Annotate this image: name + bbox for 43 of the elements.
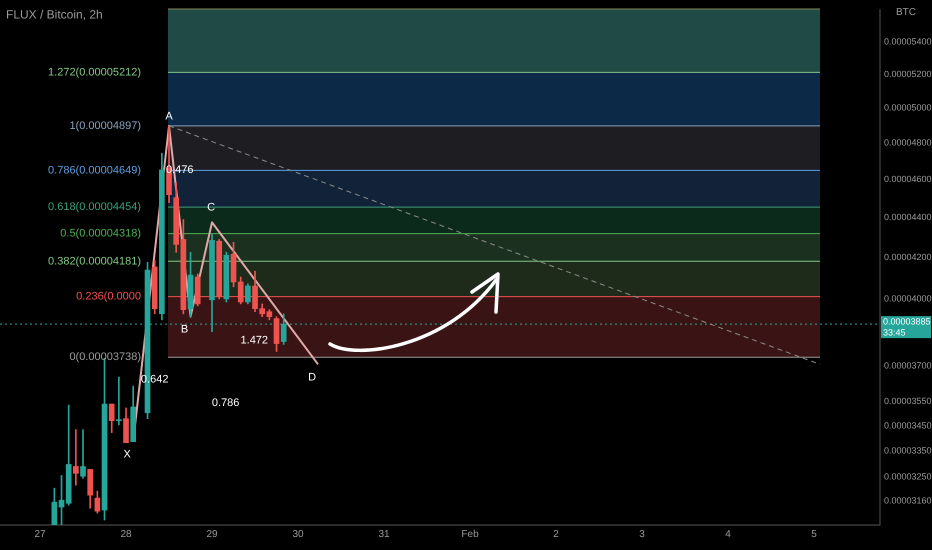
y-tick-label: 0.00003700 bbox=[884, 360, 932, 370]
y-tick-label: 0.00004200 bbox=[884, 252, 932, 262]
ref-line-label: 0.618(0.00004454) bbox=[48, 201, 141, 214]
y-tick-label: 0.00004400 bbox=[884, 212, 932, 222]
x-tick-label: 5 bbox=[811, 528, 818, 540]
x-tick-label: 30 bbox=[292, 528, 304, 540]
annotation: B bbox=[180, 324, 188, 336]
y-axis-title: BTC bbox=[896, 6, 916, 18]
annotation: D bbox=[308, 371, 316, 384]
annotation: 1.472 bbox=[240, 334, 268, 347]
annotation: A bbox=[165, 110, 174, 122]
y-tick-label: 0.00003160 bbox=[884, 496, 932, 506]
x-tick-label: 29 bbox=[206, 528, 218, 540]
x-tick-label: 28 bbox=[120, 528, 132, 540]
y-tick-label: 0.00003550 bbox=[884, 396, 932, 406]
ref-line-label: 1(0.00004897) bbox=[69, 120, 141, 132]
y-tick-label: 0.00004000 bbox=[884, 294, 932, 304]
text: 33:45 bbox=[883, 328, 906, 338]
y-tick-label: 0.00003350 bbox=[884, 446, 932, 456]
y-tick-label: 0.00004800 bbox=[884, 137, 932, 148]
x-tick-label: 2 bbox=[553, 528, 560, 540]
ref-line-label: 0.786(0.00004649) bbox=[48, 164, 141, 176]
x-tick-label: 3 bbox=[639, 528, 646, 540]
annotation: 0.786 bbox=[212, 397, 240, 410]
chart-title: FLUX / Bitcoin, 2h bbox=[6, 7, 103, 22]
y-tick-label: 0.00005400 bbox=[884, 36, 932, 47]
x-tick-label: Feb bbox=[461, 528, 480, 540]
y-tick-label: 0.00005000 bbox=[884, 102, 932, 112]
x-tick-label: 4 bbox=[725, 528, 732, 540]
ref-line-label: 1.272(0.00005212) bbox=[48, 66, 141, 78]
ref-line-label: 0.382(0.00004181) bbox=[48, 255, 141, 268]
y-tick-label: 0.00005200 bbox=[884, 68, 932, 79]
ref-line-label: 0(0.00003738) bbox=[69, 351, 141, 364]
y-tick-label: 0.00003250 bbox=[884, 472, 932, 482]
y-tick-label: 0.00004600 bbox=[884, 174, 932, 184]
ref-line-label: 0.236(0.0000 bbox=[76, 290, 141, 303]
x-tick-label: 31 bbox=[378, 528, 390, 540]
ref-line-label: 0.00003885 bbox=[883, 316, 931, 327]
annotation: X bbox=[124, 448, 132, 461]
x-tick-label: 27 bbox=[34, 528, 46, 540]
y-tick-label: 0.00003450 bbox=[884, 420, 932, 430]
ref-line-label: 0.5(0.00004318) bbox=[60, 228, 141, 240]
annotation: C bbox=[207, 202, 216, 214]
